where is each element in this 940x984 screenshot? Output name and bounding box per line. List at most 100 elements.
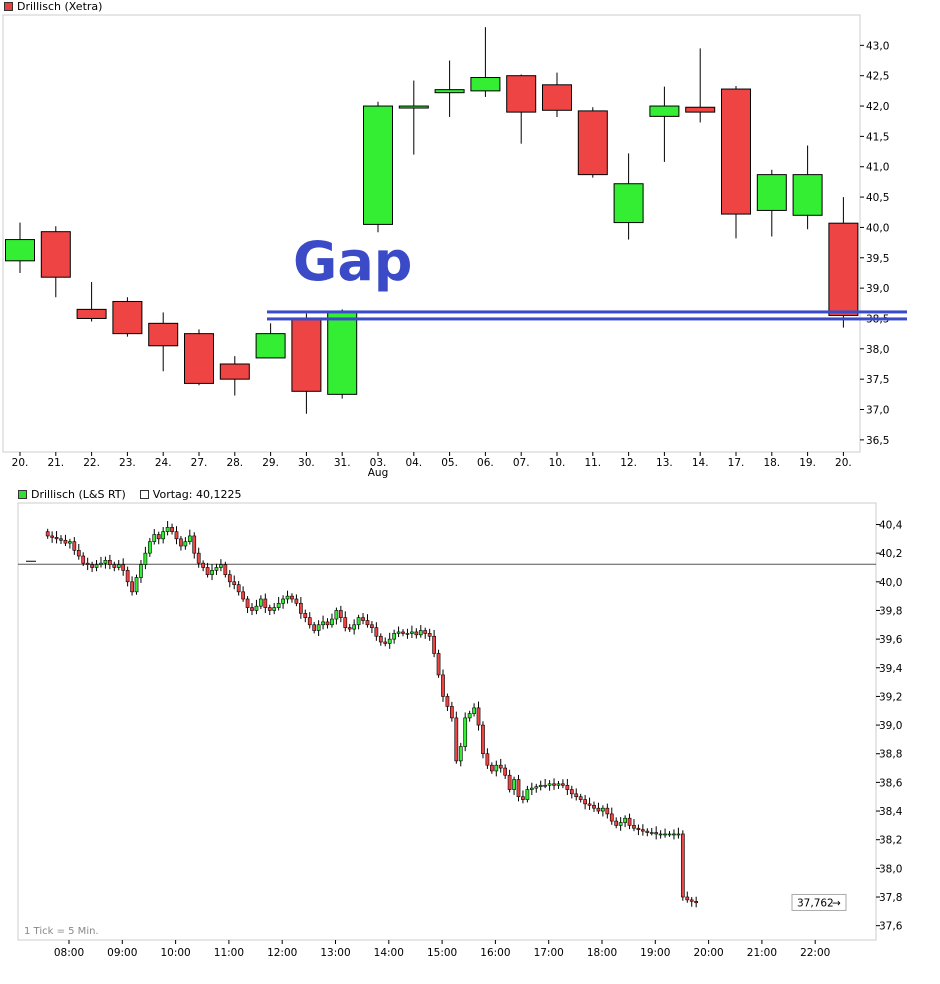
x-tick-label: 17. [728, 457, 745, 469]
candle-body [685, 896, 690, 901]
top-legend-label: Drillisch (Xetra) [17, 0, 103, 13]
candle-body [529, 787, 534, 790]
x-tick-label: 12:00 [267, 947, 297, 959]
candle-body [556, 783, 561, 786]
candle-body [574, 793, 579, 798]
y-tick-label: 37,6 [879, 921, 903, 933]
candle-body [614, 820, 619, 826]
candle-body [458, 746, 463, 762]
candle-body [525, 789, 530, 800]
candle-body [672, 833, 676, 836]
x-tick-label: 09:00 [107, 947, 137, 959]
candle-body [561, 783, 565, 786]
candle-body [481, 724, 485, 755]
candle-body [267, 607, 272, 611]
last-price-arrow: → [832, 897, 841, 909]
candle-body [498, 764, 503, 769]
candle-body [290, 595, 294, 600]
candle-body [756, 174, 787, 211]
candle-body [325, 621, 330, 626]
candle-body [307, 617, 312, 626]
candle-body [76, 308, 107, 319]
candle-body [463, 717, 468, 747]
y-tick-label: 38,8 [879, 749, 902, 761]
candle-body [578, 796, 583, 800]
candle-body [214, 567, 219, 571]
candle-body [649, 105, 680, 117]
candle-body [605, 807, 610, 815]
candle-body [427, 633, 432, 637]
daily-chart-svg: 36,537,037,538,038,539,039,540,040,541,0… [2, 14, 907, 479]
candle-body [721, 88, 751, 215]
candle-body [205, 567, 210, 575]
candle-body [276, 602, 281, 608]
candle-body [363, 105, 393, 225]
candle-body [147, 541, 152, 554]
y-tick-label: 38,6 [879, 777, 903, 789]
x-tick-label: 27. [191, 457, 208, 469]
intraday-chart-svg: 37,6 37,8 38,0 38,2 38,4 38,6 38,8 39,0 39,2 39,4… [17, 502, 903, 959]
candle-body [685, 106, 716, 113]
y-tick-label: 42,5 [866, 71, 889, 83]
candle-body [99, 562, 103, 565]
candle-body [299, 602, 303, 614]
candle-body [327, 310, 358, 395]
candle-body [485, 753, 490, 766]
candle-body [187, 535, 192, 542]
x-tick-label: 12. [620, 457, 637, 469]
y-tick-label: 39,0 [866, 283, 889, 295]
plot-frame [17, 502, 877, 941]
candle-body [434, 89, 465, 94]
candle-body [232, 581, 237, 585]
candle-body [592, 805, 596, 809]
candle-body [507, 774, 512, 790]
candle-body [658, 833, 663, 836]
candle-body [663, 833, 667, 836]
y-tick-label: 39,2 [879, 691, 902, 703]
candle-body [387, 638, 392, 644]
candle-body [303, 613, 308, 618]
gap-line-upper [267, 310, 907, 314]
candle-body [316, 624, 321, 631]
candle-body [676, 833, 681, 836]
candle-body [148, 322, 179, 347]
candle-body [506, 75, 537, 113]
y-tick-label: 43,0 [866, 40, 889, 52]
x-tick-label: 16:00 [480, 947, 510, 959]
candle-body [374, 627, 379, 637]
candle-body [294, 598, 299, 604]
x-tick-label: 10. [549, 457, 566, 469]
candle-body [383, 641, 388, 644]
candle-body [219, 564, 223, 568]
x-tick-label: 13:00 [320, 947, 350, 959]
candle-body [450, 706, 454, 719]
y-tick-label: 40,0 [866, 222, 889, 234]
candle-body [72, 541, 77, 551]
candle-body [210, 570, 214, 575]
candle-body [423, 630, 428, 634]
candle-body [547, 783, 552, 786]
candle-body [623, 817, 627, 823]
x-tick-label: 21. [47, 457, 64, 469]
candle-body [627, 817, 632, 826]
candle-body [601, 807, 605, 812]
candle-body [596, 807, 601, 812]
candle-body [361, 617, 365, 621]
candle-body [680, 833, 685, 898]
candle-body [356, 617, 361, 626]
x-tick-label: 14. [692, 457, 709, 469]
candle-body [398, 105, 429, 109]
candle-body [542, 84, 572, 111]
candle-body [250, 607, 254, 611]
candle-body [454, 717, 459, 762]
candle-body [174, 531, 179, 540]
x-tick-label: 03. [370, 457, 387, 469]
candle-body [343, 617, 348, 628]
y-tick-label: 39,5 [866, 253, 889, 265]
x-tick-label: 29. [262, 457, 279, 469]
x-tick-label: 30. [298, 457, 315, 469]
x-tick-label: 13. [656, 457, 673, 469]
candle-body [472, 707, 476, 714]
candle-body [641, 829, 645, 832]
x-tick-label: 20. [835, 457, 852, 469]
